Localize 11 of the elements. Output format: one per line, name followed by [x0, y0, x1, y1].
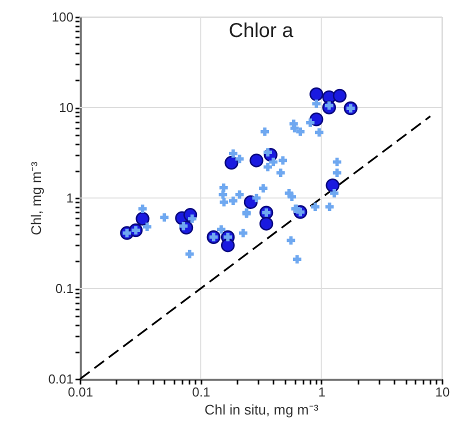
- y-tick-label: 100: [52, 10, 74, 24]
- chart-title: Chlor a: [228, 20, 294, 42]
- x-axis-title: Chl in situ, mg m⁻³: [204, 402, 319, 418]
- y-axis-title: Chl, mg m⁻³: [28, 161, 44, 236]
- x-tick-label: 1: [318, 384, 326, 400]
- y-tick-label: 10: [59, 100, 74, 115]
- x-tick-label: 10: [435, 384, 450, 400]
- y-tick-label: 0.1: [55, 281, 74, 296]
- x-tick-label: 0.1: [192, 384, 210, 400]
- y-tick-label: 0.01: [48, 372, 74, 386]
- y-tick-label: 1: [66, 190, 74, 206]
